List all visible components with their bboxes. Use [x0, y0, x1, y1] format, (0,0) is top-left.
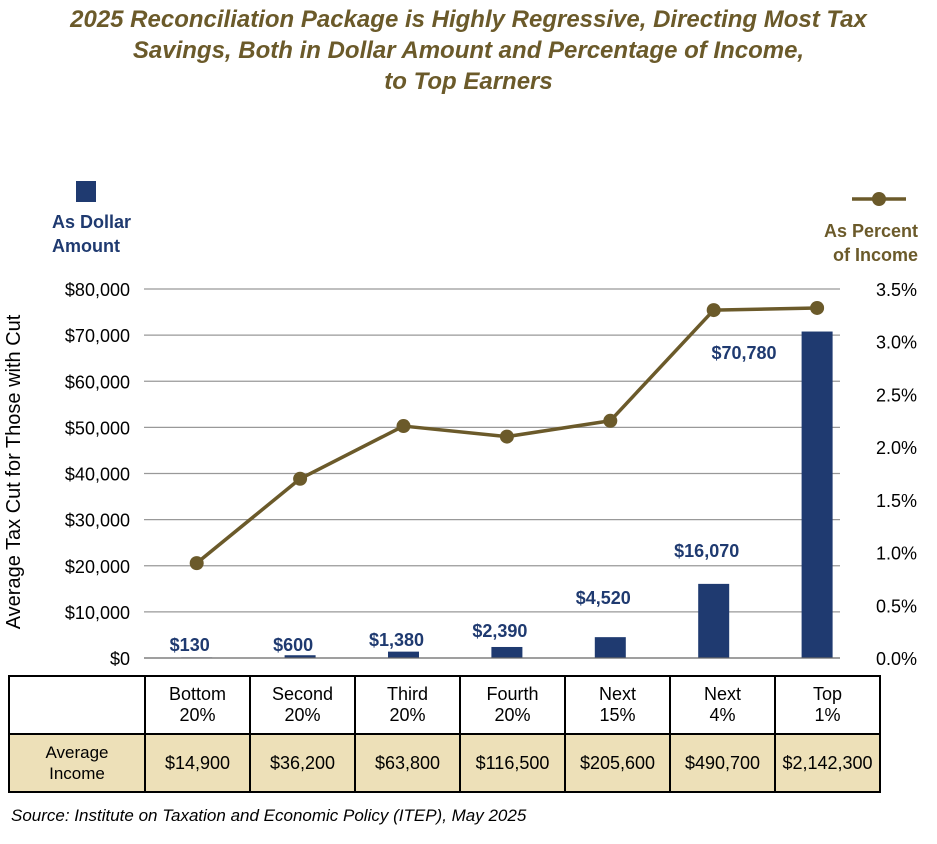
right-tick-label: 0.0% [876, 649, 917, 669]
right-tick-label: 2.5% [876, 385, 917, 405]
legend-line-label: of Income [833, 245, 918, 265]
combo-chart: $0 $10,000 $20,000 $30,000 $40,000 $50,000 $60… [3, 181, 918, 669]
left-tick-label: $10,000 [65, 603, 130, 623]
line-point [810, 300, 825, 315]
category-cell: Next 15% [564, 675, 671, 735]
chart-title: 2025 Reconciliation Package is Highly Re… [0, 4, 937, 97]
category-cell: Top 1% [774, 675, 881, 735]
bar [284, 655, 316, 658]
line-point [706, 303, 721, 318]
left-tick-label: $0 [110, 649, 130, 669]
category-row-label [8, 675, 146, 735]
title-line-1: 2025 Reconciliation Package is Highly Re… [70, 6, 867, 33]
income-cell: $490,700 [669, 733, 776, 793]
right-tick-label: 0.5% [876, 596, 917, 616]
income-cell: $14,900 [144, 733, 251, 793]
legend-bar-swatch [76, 181, 96, 202]
left-tick-label: $50,000 [65, 418, 130, 438]
title-line-3: to Top Earners [384, 68, 553, 95]
right-tick-label: 3.0% [876, 333, 917, 353]
bar-data-label: $600 [273, 635, 313, 655]
bar-data-label: $16,070 [674, 541, 739, 561]
legend-line-label: As Percent [824, 221, 918, 241]
left-tick-label: $80,000 [65, 280, 130, 300]
bar-data-label: $1,380 [369, 630, 424, 650]
bar [388, 651, 419, 658]
left-tick-label: $40,000 [65, 465, 130, 485]
left-tick-label: $20,000 [65, 557, 130, 577]
income-cell: $116,500 [459, 733, 566, 793]
category-cell: Third 20% [354, 675, 461, 735]
line-point [189, 556, 204, 571]
income-cell: $2,142,300 [774, 733, 881, 793]
income-row-label: Average Income [8, 733, 146, 793]
bar-data-label: $70,780 [711, 343, 776, 363]
right-tick-label: 1.0% [876, 544, 917, 564]
bar [594, 637, 626, 658]
left-tick-label: $30,000 [65, 511, 130, 531]
right-tick-label: 1.5% [876, 491, 917, 511]
right-tick-label: 2.0% [876, 438, 917, 458]
legend-line-marker [872, 192, 886, 206]
category-cell: Second 20% [249, 675, 356, 735]
bar-data-label: $2,390 [472, 621, 527, 641]
left-tick-label: $60,000 [65, 372, 130, 392]
line-point [293, 471, 308, 486]
line-point [603, 413, 618, 428]
legend-bar-label: Amount [52, 236, 120, 256]
income-row: Average Income $14,900 $36,200 $63,800 $1… [8, 733, 881, 793]
category-income-table: Bottom 20% Second 20% Third 20% Fourth 20% N… [8, 675, 881, 793]
legend-bar-label: As Dollar [52, 212, 131, 232]
income-cell: $36,200 [249, 733, 356, 793]
category-row: Bottom 20% Second 20% Third 20% Fourth 20% N… [8, 675, 881, 735]
category-cell: Next 4% [669, 675, 776, 735]
right-tick-label: 3.5% [876, 280, 917, 300]
line-point [396, 419, 411, 434]
bar-data-label: $4,520 [576, 588, 631, 608]
left-tick-label: $70,000 [65, 326, 130, 346]
title-line-2: Savings, Both in Dollar Amount and Perce… [132, 37, 805, 64]
y-axis-title: Average Tax Cut for Those with Cut [3, 314, 25, 629]
bar [801, 331, 833, 658]
source-note: Source: Institute on Taxation and Econom… [11, 806, 527, 825]
category-cell: Fourth 20% [459, 675, 566, 735]
bar-data-label: $130 [170, 635, 210, 655]
line-point [499, 429, 514, 444]
income-cell: $205,600 [564, 733, 671, 793]
category-cell: Bottom 20% [144, 675, 251, 735]
income-cell: $63,800 [354, 733, 461, 793]
bar [698, 583, 730, 658]
bar [491, 646, 523, 658]
